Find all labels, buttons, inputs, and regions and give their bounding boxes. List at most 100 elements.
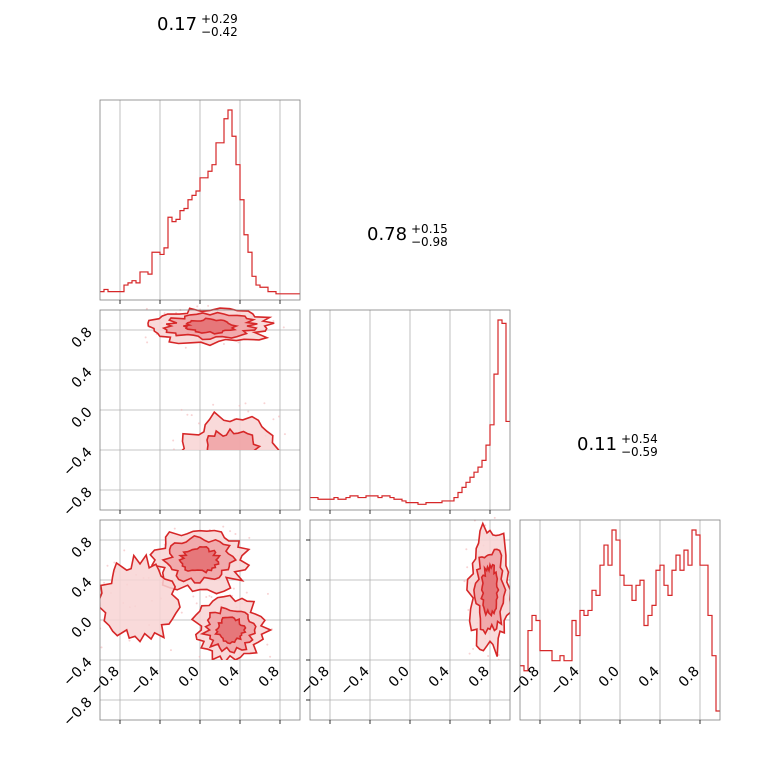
sample-point-2-0-69	[266, 643, 269, 646]
sample-point-2-0-72	[205, 595, 208, 598]
sample-point-1-0-87	[212, 403, 215, 406]
sample-point-2-1-55	[401, 690, 403, 692]
sample-point-2-0-52	[208, 594, 211, 597]
sample-point-2-0-2	[201, 695, 203, 697]
sample-point-2-0-76	[234, 532, 237, 535]
sample-point-2-0-80	[232, 587, 235, 590]
histogram-param-2	[520, 529, 720, 712]
sample-point-2-1-24	[497, 658, 500, 660]
sample-point-2-0-7	[100, 646, 103, 649]
sample-point-2-1-50	[511, 615, 513, 617]
sample-point-2-1-53	[402, 697, 404, 699]
sample-point-2-1-8	[513, 569, 515, 571]
sample-point-1-0-18	[282, 326, 285, 329]
param-1-minus-error: −0.98	[411, 235, 448, 249]
sample-point-1-0-40	[207, 304, 210, 307]
sample-point-2-0-14	[211, 721, 213, 723]
sample-point-2-0-86	[262, 725, 264, 727]
param-1-median: 0.78	[367, 224, 407, 245]
ytick-label-2-4: 0.8	[69, 534, 96, 561]
sample-point-2-1-65	[296, 693, 298, 695]
sample-point-2-1-31	[333, 678, 335, 680]
sample-point-1-0-1	[244, 402, 247, 405]
sample-point-2-1-22	[484, 524, 487, 527]
sample-point-2-0-74	[274, 712, 276, 714]
sample-point-2-1-70	[497, 654, 500, 657]
sample-point-1-0-25	[251, 464, 253, 466]
sample-point-1-0-39	[248, 476, 250, 478]
density-panel-1-0	[144, 304, 289, 507]
contour-1-0-1-0	[181, 410, 280, 450]
sample-point-2-0-39	[180, 611, 183, 614]
xtick-label-2-3: 0.4	[636, 663, 663, 690]
ytick-label-1-3: 0.4	[69, 364, 96, 391]
sample-point-1-0-77	[186, 413, 189, 416]
sample-point-1-0-23	[252, 494, 254, 496]
param-0-plus-error: +0.29	[201, 12, 238, 26]
sample-point-1-0-42	[272, 320, 275, 323]
xtick-label-0-3: 0.4	[216, 663, 243, 690]
sample-point-2-0-20	[229, 530, 232, 533]
sample-point-2-1-36	[487, 654, 490, 657]
param-2-minus-error: −0.59	[621, 445, 658, 459]
param-2-median: 0.11	[577, 434, 617, 455]
sample-point-2-0-33	[195, 602, 198, 605]
sample-point-2-0-8	[245, 591, 248, 594]
sample-point-1-0-73	[283, 433, 286, 436]
sample-point-1-0-29	[221, 504, 223, 506]
xtick-label-2-2: 0.0	[596, 664, 623, 691]
sample-point-1-0-31	[249, 505, 251, 507]
sample-point-2-0-12	[248, 536, 251, 539]
sample-point-1-0-79	[242, 465, 244, 467]
sample-point-1-0-59	[263, 402, 266, 405]
sample-point-2-0-59	[169, 649, 172, 652]
sample-point-2-1-21	[374, 697, 376, 699]
sample-point-1-0-55	[197, 422, 200, 425]
sample-point-1-0-81	[185, 493, 187, 495]
sample-point-2-0-18	[238, 724, 240, 726]
sample-point-2-0-42	[260, 696, 262, 698]
sample-point-1-0-24	[222, 343, 225, 346]
ytick-label-1-0: −0.8	[60, 484, 95, 519]
ytick-label-1-1: −0.4	[60, 444, 95, 479]
sample-point-1-0-47	[287, 455, 289, 457]
sample-point-2-1-66	[467, 609, 470, 612]
ytick-label-2-2: 0.0	[69, 614, 96, 641]
xtick-label-0-1: −0.4	[127, 663, 162, 698]
sample-point-2-1-87	[399, 714, 401, 716]
sample-point-1-0-13	[277, 415, 280, 418]
sample-point-2-1-20	[466, 566, 469, 569]
sample-point-2-0-35	[106, 564, 109, 567]
sample-point-1-0-67	[237, 484, 239, 486]
param-2-plus-error: +0.54	[621, 432, 658, 446]
sample-point-1-0-11	[256, 468, 258, 470]
sample-point-2-1-78	[513, 520, 515, 522]
sample-point-1-0-57	[172, 472, 174, 474]
sample-point-2-0-26	[288, 695, 290, 697]
sample-point-2-0-44	[222, 525, 225, 528]
xtick-label-0-2: 0.0	[176, 664, 203, 691]
sample-point-2-0-62	[184, 718, 186, 720]
sample-point-1-0-28	[196, 305, 199, 308]
sample-point-2-0-29	[266, 592, 269, 595]
sample-point-2-0-38	[281, 713, 283, 715]
contour-2-0-1-2	[214, 616, 247, 645]
ytick-label-1-4: 0.8	[69, 324, 96, 351]
sample-point-2-1-41	[361, 691, 363, 693]
ytick-label-1-2: 0.0	[69, 404, 96, 431]
sample-point-2-0-70	[246, 714, 248, 716]
histogram-param-0	[100, 109, 300, 295]
sample-point-1-0-86	[145, 307, 148, 310]
sample-point-2-1-37	[404, 701, 406, 703]
sample-point-2-1-35	[365, 692, 367, 694]
sample-point-1-0-80	[146, 341, 149, 344]
sample-point-1-0-66	[237, 341, 240, 344]
param-1-plus-error: +0.15	[411, 222, 448, 236]
sample-point-2-0-89	[198, 655, 201, 658]
xtick-label-2-0: −0.8	[507, 664, 542, 699]
sample-point-2-1-28	[463, 580, 466, 583]
sample-point-2-0-60	[210, 595, 213, 598]
sample-point-2-1-67	[303, 710, 305, 712]
sample-point-2-0-10	[270, 714, 272, 716]
param-1-title: 0.78	[367, 224, 407, 245]
